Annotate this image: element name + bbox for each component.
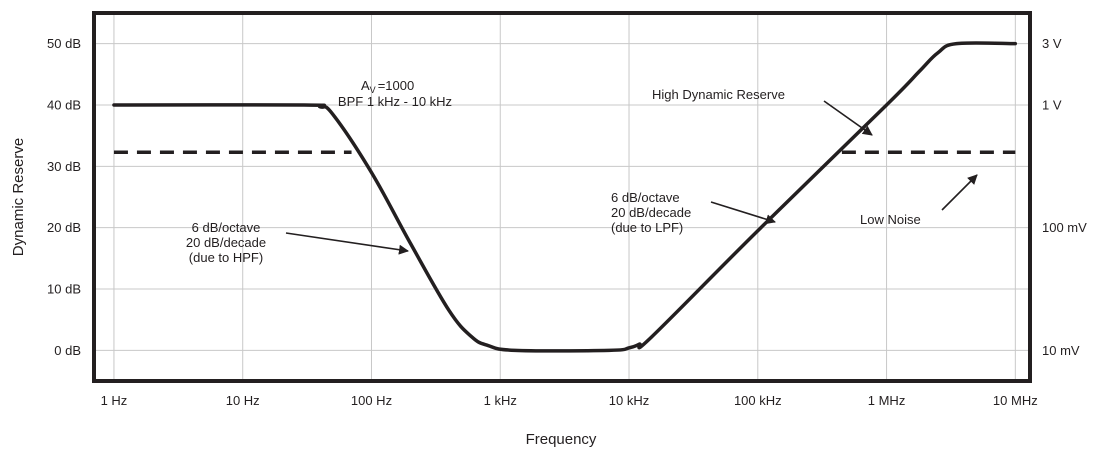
y2-tick-label: 1 V [1042, 98, 1062, 113]
high-dynamic-reserve-label: High Dynamic Reserve [652, 87, 785, 102]
gain-subscript: V [370, 85, 376, 95]
y-tick-label: 20 dB [47, 220, 81, 235]
gain-annotation: AV =1000 BPF 1 kHz - 10 kHz [338, 78, 452, 109]
x-axis-title: Frequency [526, 431, 597, 448]
x-tick-label: 10 Hz [226, 393, 260, 408]
series-high-dynamic-reserve [112, 41, 1018, 353]
tick-labels: 1 Hz 10 Hz 100 Hz 1 kHz 10 kHz 100 kHz 1 MHz 10… [47, 36, 1087, 408]
y-tick-label: 10 dB [47, 282, 81, 297]
gain-value: =1000 [378, 78, 415, 93]
y-axis-title: Dynamic Reserve [10, 138, 27, 256]
curves [112, 41, 1018, 353]
lpf-slope-line-3: (due to LPF) [611, 220, 683, 235]
lpf-slope-annotation: 6 dB/octave 20 dB/decade (due to LPF) [611, 190, 691, 235]
x-tick-label: 1 MHz [868, 393, 906, 408]
y-tick-label: 30 dB [47, 159, 81, 174]
y-tick-label: 0 dB [54, 343, 81, 358]
grid-lines [94, 13, 1030, 381]
y-tick-label: 40 dB [47, 98, 81, 113]
low-noise-label: Low Noise [860, 212, 921, 227]
lpf-slope-line-1: 6 dB/octave [611, 190, 680, 205]
hpf-slope-annotation: 6 dB/octave 20 dB/decade (due to HPF) [186, 220, 266, 265]
x-tick-label: 100 kHz [734, 393, 782, 408]
y-tick-label: 50 dB [47, 36, 81, 51]
svg-text:AV=1000: AV =1000 [361, 78, 414, 95]
y2-tick-label: 10 mV [1042, 343, 1080, 358]
hpf-slope-line-1: 6 dB/octave [192, 220, 261, 235]
gain-symbol: A [361, 78, 370, 93]
low-noise-arrow [941, 174, 978, 211]
hpf-slope-line-3: (due to HPF) [189, 250, 263, 265]
x-tick-label: 100 Hz [351, 393, 392, 408]
y2-tick-label: 3 V [1042, 36, 1062, 51]
lpf-slope-arrow [710, 201, 776, 225]
high-dynamic-reserve-arrow [823, 100, 873, 136]
bpf-label: BPF 1 kHz - 10 kHz [338, 94, 452, 109]
x-tick-label: 1 kHz [484, 393, 517, 408]
x-tick-label: 1 Hz [101, 393, 128, 408]
lpf-slope-line-2: 20 dB/decade [611, 205, 691, 220]
hpf-slope-arrow [285, 232, 409, 255]
hpf-slope-line-2: 20 dB/decade [186, 235, 266, 250]
plot-frame [92, 11, 1032, 383]
x-tick-label: 10 kHz [609, 393, 649, 408]
y2-tick-label: 100 mV [1042, 220, 1087, 235]
x-tick-label: 10 MHz [993, 393, 1038, 408]
